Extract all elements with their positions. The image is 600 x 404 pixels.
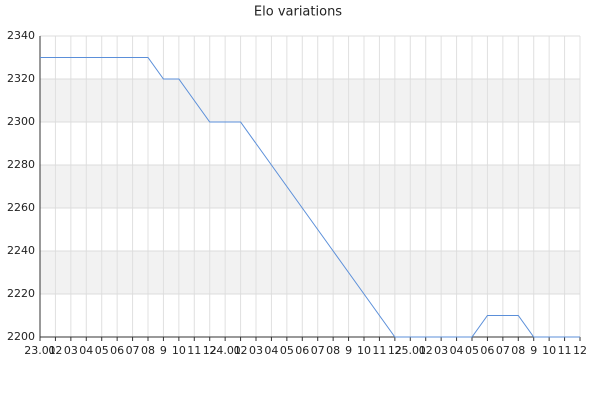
x-tick-label: 12 [573,344,587,357]
x-tick-label: 06 [480,344,494,357]
x-tick-label: 03 [249,344,263,357]
x-tick-label: 08 [326,344,340,357]
line-series [40,57,580,338]
y-tick-label: 2240 [7,244,35,257]
x-tick-label: 11 [372,344,386,357]
x-tick-label: 03 [64,344,78,357]
x-tick-label: 07 [496,344,510,357]
x-tick-label: 05 [280,344,294,357]
x-tick-label: 10 [172,344,186,357]
x-tick-label: 02 [48,344,62,357]
grid-band [40,165,580,208]
x-tick-label: 11 [558,344,572,357]
x-tick-label: 03 [434,344,448,357]
x-tick-label: 11 [187,344,201,357]
y-tick-label: 2220 [7,287,35,300]
x-tick-label: 06 [110,344,124,357]
x-tick-label: 12 [203,344,217,357]
x-tick-label: 06 [295,344,309,357]
x-tick-label: 08 [511,344,525,357]
x-tick-label: 24.01 [209,344,241,357]
x-tick-label: 10 [542,344,556,357]
y-tick-label: 2320 [7,72,35,85]
x-tick-label: 07 [311,344,325,357]
x-tick-label: 23.01 [24,344,56,357]
chart-title: Elo variations [254,5,342,20]
y-tick-label: 2340 [7,29,35,42]
x-tick-label: 05 [95,344,109,357]
x-tick-label: 08 [141,344,155,357]
x-tick-label: 04 [79,344,93,357]
y-tick-label: 2260 [7,201,35,214]
x-tick-label: 9 [530,344,537,357]
x-tick-label: 10 [357,344,371,357]
x-tick-label: 02 [234,344,248,357]
x-tick-label: 12 [388,344,402,357]
grid-band [40,251,580,294]
y-tick-label: 2200 [7,330,35,343]
x-tick-label: 05 [465,344,479,357]
y-tick-label: 2300 [7,115,35,128]
grid-band [40,79,580,122]
x-tick-label: 07 [126,344,140,357]
x-tick-label: 04 [264,344,278,357]
x-tick-label: 9 [345,344,352,357]
x-tick-label: 9 [160,344,167,357]
x-tick-label: 25.01 [395,344,427,357]
x-tick-label: 02 [419,344,433,357]
x-tick-label: 04 [450,344,464,357]
y-tick-label: 2280 [7,158,35,171]
